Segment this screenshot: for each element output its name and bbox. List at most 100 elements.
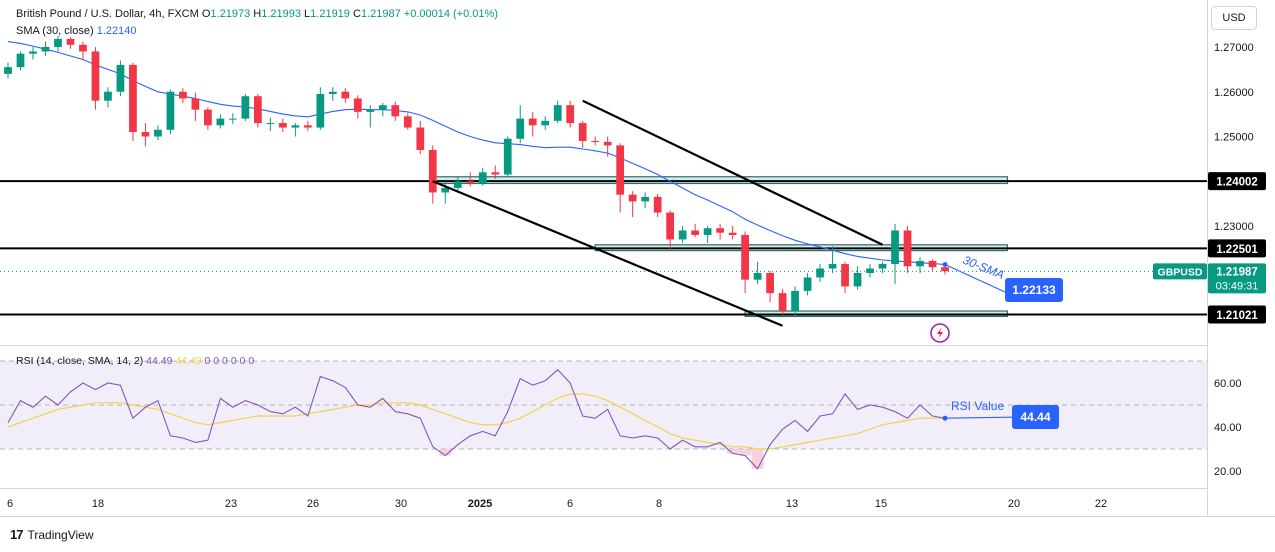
rsi-series xyxy=(7,369,946,470)
candle xyxy=(291,123,300,137)
candle-body xyxy=(528,118,537,126)
trendline xyxy=(432,180,784,327)
symbol-tag: GBPUSD xyxy=(1158,266,1203,278)
candle xyxy=(591,136,600,146)
low-label: L xyxy=(304,8,311,20)
candle xyxy=(728,226,737,240)
candle-body xyxy=(603,141,612,146)
candle xyxy=(4,62,12,79)
time-tick-label: 18 xyxy=(92,498,104,510)
candle-body xyxy=(191,98,200,110)
rsi-callout-value: 44.44 xyxy=(1020,410,1050,424)
candle xyxy=(578,120,587,148)
candle-body xyxy=(253,96,262,124)
candle xyxy=(816,264,824,282)
time-tick-label: 6 xyxy=(567,498,573,510)
current-price-value: 1.21987 xyxy=(1216,266,1258,278)
candle-body xyxy=(628,194,637,202)
event-icon[interactable] xyxy=(930,323,950,343)
symbol-header: British Pound / U.S. Dollar, 4h, FXCM O 1… xyxy=(16,8,498,20)
tradingview-brand: TradingView xyxy=(27,527,94,542)
rsi-background xyxy=(0,360,1207,450)
candle-body xyxy=(216,118,225,126)
candle-body xyxy=(166,91,175,130)
candle xyxy=(179,88,187,103)
candle-body xyxy=(278,123,287,128)
candle xyxy=(491,165,500,180)
candle-body xyxy=(903,230,912,267)
candle-body xyxy=(828,264,837,269)
trendline xyxy=(582,99,884,246)
candle xyxy=(753,261,762,285)
symbol-title[interactable]: British Pound / U.S. Dollar, 4h, FXCM xyxy=(16,8,199,20)
candle-body xyxy=(416,127,425,150)
candle xyxy=(516,105,525,144)
candle-body xyxy=(553,105,562,121)
candle xyxy=(828,246,837,273)
candle xyxy=(316,87,325,130)
candle xyxy=(353,95,362,119)
candle xyxy=(666,210,675,251)
candle xyxy=(903,226,912,273)
candle xyxy=(403,113,412,130)
candle-body xyxy=(66,38,75,45)
candle-body xyxy=(703,228,712,235)
candle xyxy=(16,51,25,71)
candle xyxy=(853,266,862,290)
candle xyxy=(366,105,375,128)
candle xyxy=(328,87,337,101)
time-tick-label: 22 xyxy=(1095,498,1107,510)
rsi-sma-header-value: 44.49 xyxy=(175,355,202,367)
sma-header[interactable]: SMA (30, close) 1.22140 xyxy=(16,25,136,37)
candle xyxy=(891,223,899,285)
time-tick-label: 6 xyxy=(7,498,13,510)
open-label: O xyxy=(201,8,211,20)
candle xyxy=(116,60,125,97)
rsi-header[interactable]: RSI (14, close, SMA, 14, 2) 44.49 44.49 … xyxy=(16,355,254,367)
candle-body xyxy=(591,140,600,142)
sma-callout-dot xyxy=(942,261,948,267)
rsi-callout-line xyxy=(944,416,1013,419)
level-label: 1.21021 xyxy=(1216,310,1258,322)
candle xyxy=(29,47,37,60)
candle-body xyxy=(179,91,187,99)
candle-body xyxy=(941,267,949,272)
time-tick-label: 30 xyxy=(395,498,407,510)
candle xyxy=(166,89,175,135)
rsi-path xyxy=(7,369,946,470)
candle xyxy=(766,270,774,303)
candle-body xyxy=(716,228,724,233)
current-price-bg xyxy=(1208,263,1266,294)
candle-body xyxy=(291,125,300,128)
candle-body xyxy=(466,181,475,184)
candle-body xyxy=(503,138,512,175)
candle-body xyxy=(841,264,849,287)
candle xyxy=(91,47,100,110)
time-tick-label: 15 xyxy=(875,498,887,510)
candle xyxy=(653,193,662,218)
high-value: 1.21993 xyxy=(261,8,301,20)
candle xyxy=(191,92,200,121)
candle xyxy=(54,35,62,52)
candle xyxy=(716,223,724,240)
rsi-oversold-fill xyxy=(739,449,752,456)
candle-body xyxy=(803,277,812,291)
candle xyxy=(878,261,887,273)
candle xyxy=(703,226,712,244)
candle-body xyxy=(91,51,100,101)
candle xyxy=(503,136,512,177)
candle xyxy=(866,264,874,278)
candle-body xyxy=(753,272,762,280)
close-value: 1.21987 xyxy=(360,8,401,20)
candle-body xyxy=(741,234,749,280)
candles xyxy=(4,35,949,316)
rsi-oversold-fill xyxy=(439,449,452,456)
currency-button[interactable]: USD xyxy=(1211,6,1257,30)
level-label-bg xyxy=(1208,305,1266,324)
tradingview-logo[interactable]: 17 TradingView xyxy=(10,527,94,542)
candle xyxy=(553,100,562,124)
candle-body xyxy=(341,91,350,99)
candle xyxy=(778,288,787,315)
